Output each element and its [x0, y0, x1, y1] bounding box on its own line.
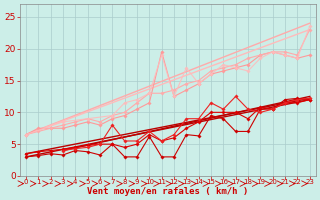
X-axis label: Vent moyen/en rafales ( km/h ): Vent moyen/en rafales ( km/h ): [87, 187, 248, 196]
